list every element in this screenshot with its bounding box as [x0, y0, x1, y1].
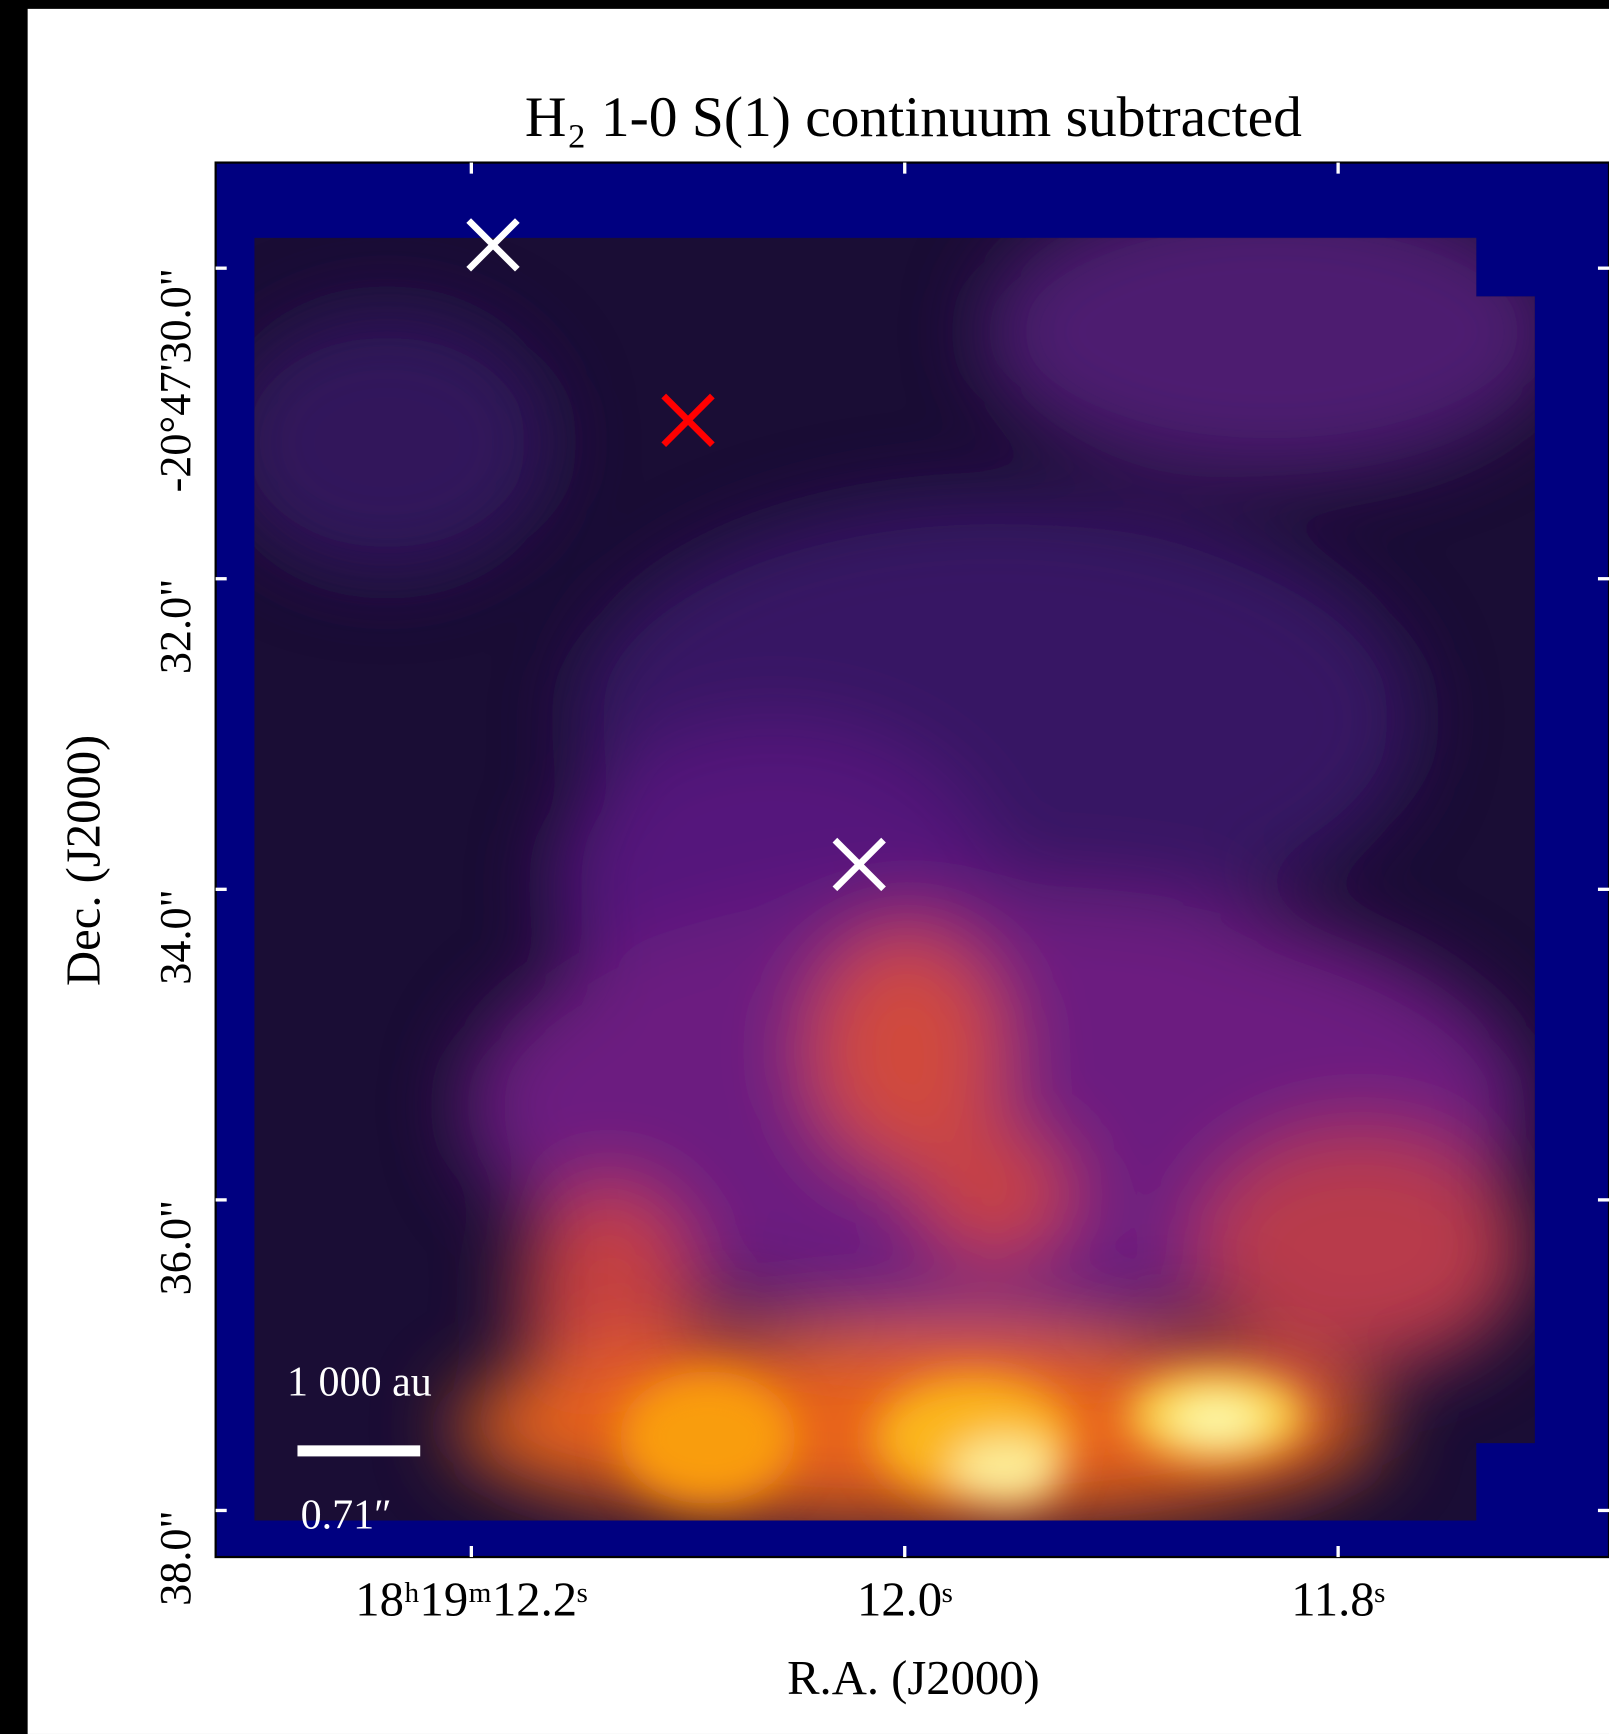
cross-marker [832, 837, 886, 892]
y-tick-label: 32.0" [151, 579, 200, 674]
x-tick-label: 11.8ˢ [1291, 1573, 1385, 1627]
chart-title: H₂ 1-0 S(1) continuum subtracted [525, 86, 1302, 149]
y-tick-label: -20°47'30.0" [151, 268, 200, 492]
y-tick-label: 36.0" [151, 1200, 200, 1295]
scale-length-label: 1 000 au [287, 1360, 432, 1406]
scale-bar-line [297, 1445, 421, 1457]
y-axis-label: Dec. (J2000) [57, 735, 111, 986]
x-axis-label: R.A. (J2000) [787, 1651, 1040, 1705]
cross-marker [466, 218, 520, 272]
map-structure [254, 237, 1535, 1521]
y-tick-label: 38.0" [151, 1510, 200, 1605]
x-tick-label: 18ʰ19ᵐ12.2ˢ [355, 1573, 587, 1627]
x-tick-label: 12.0ˢ [857, 1573, 952, 1627]
scale-angle-label: 0.71″ [301, 1492, 392, 1538]
cross-marker [661, 393, 715, 448]
scale-bar: 1 000 au 0.71″ [287, 1360, 432, 1539]
emission-map [254, 237, 1535, 1521]
map-peaks [619, 1371, 1305, 1504]
y-tick-label: 34.0" [151, 889, 200, 984]
axes-frame [214, 161, 1609, 1559]
